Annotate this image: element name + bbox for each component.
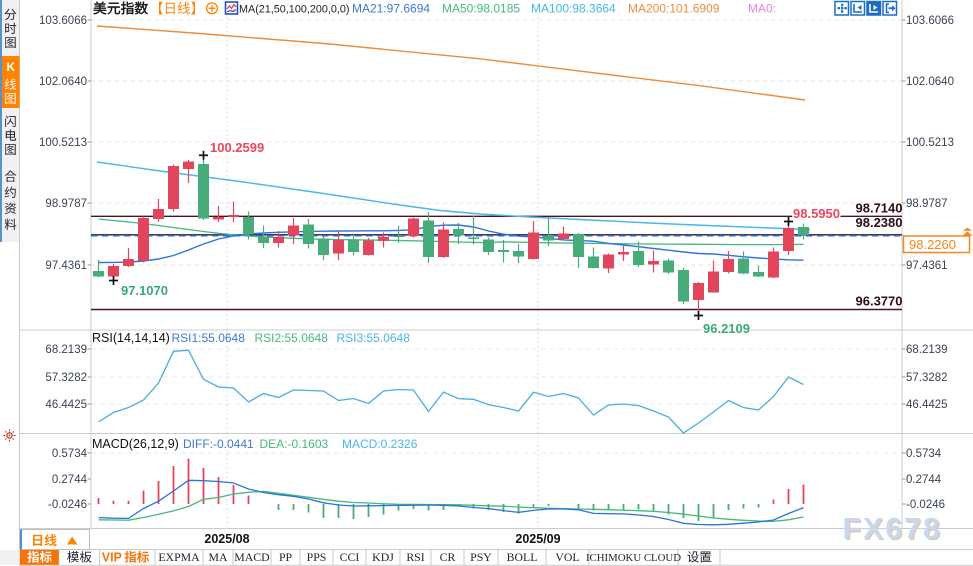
svg-text:-0.0246: -0.0246 <box>48 499 87 511</box>
svg-text:DEA:-0.1603: DEA:-0.1603 <box>260 437 329 451</box>
svg-text:57.3282: 57.3282 <box>45 372 87 384</box>
svg-text:100.5213: 100.5213 <box>906 137 954 149</box>
svg-text:97.4361: 97.4361 <box>45 260 87 272</box>
svg-text:-0.0246: -0.0246 <box>906 499 945 511</box>
svg-text:97.1070: 97.1070 <box>121 283 168 298</box>
svg-text:VOL: VOL <box>555 550 579 564</box>
svg-text:CR: CR <box>440 550 456 564</box>
svg-text:MA200:101.6909: MA200:101.6909 <box>628 2 720 16</box>
svg-text:103.6066: 103.6066 <box>39 15 87 27</box>
svg-text:FX678: FX678 <box>843 513 942 546</box>
svg-text:98.2380: 98.2380 <box>856 215 903 230</box>
svg-text:MACD: MACD <box>234 550 270 564</box>
svg-text:CCI: CCI <box>340 550 360 564</box>
svg-text:MA(21,50,100,200,0,0): MA(21,50,100,200,0,0) <box>239 3 349 15</box>
svg-text:MA0:: MA0: <box>748 2 776 16</box>
svg-text:PSY: PSY <box>470 550 492 564</box>
svg-text:46.4425: 46.4425 <box>906 399 948 411</box>
svg-text:MA100:98.3664: MA100:98.3664 <box>531 2 616 16</box>
svg-text:0.5734: 0.5734 <box>52 448 88 460</box>
svg-text:KDJ: KDJ <box>372 550 394 564</box>
svg-text:RSI2:55.0648: RSI2:55.0648 <box>255 331 329 345</box>
svg-text:RSI(14,14,14): RSI(14,14,14) <box>92 331 170 345</box>
svg-text:100.2599: 100.2599 <box>210 140 264 155</box>
svg-text:0.2744: 0.2744 <box>906 474 942 486</box>
svg-text:PPS: PPS <box>307 550 327 564</box>
svg-text:102.0640: 102.0640 <box>39 76 87 88</box>
svg-text:98.9787: 98.9787 <box>906 198 948 210</box>
svg-text:96.3770: 96.3770 <box>856 294 903 309</box>
svg-text:96.2109: 96.2109 <box>703 321 750 336</box>
svg-text:2025/09: 2025/09 <box>515 532 560 546</box>
svg-text:46.4425: 46.4425 <box>45 399 87 411</box>
svg-text:DIFF:-0.0441: DIFF:-0.0441 <box>183 437 254 451</box>
svg-text:0.2744: 0.2744 <box>52 474 88 486</box>
svg-text:100.5213: 100.5213 <box>39 137 87 149</box>
svg-text:K: K <box>7 60 16 74</box>
svg-text:0.5734: 0.5734 <box>906 448 942 460</box>
svg-text:RSI: RSI <box>406 550 424 564</box>
svg-text:MACD(26,12,9): MACD(26,12,9) <box>92 437 179 451</box>
svg-text:VIP: VIP <box>102 551 122 565</box>
svg-text:MA: MA <box>208 550 227 564</box>
svg-text:98.2260: 98.2260 <box>909 237 956 252</box>
svg-text:RSI3:55.0648: RSI3:55.0648 <box>337 331 411 345</box>
svg-text:2025/08: 2025/08 <box>204 532 249 546</box>
svg-text:MA50:98.0185: MA50:98.0185 <box>442 2 520 16</box>
svg-text:98.9787: 98.9787 <box>45 198 87 210</box>
svg-text:BOLL: BOLL <box>507 550 538 564</box>
svg-text:MA21:97.6694: MA21:97.6694 <box>352 2 430 16</box>
svg-text:98.5950: 98.5950 <box>793 206 840 221</box>
svg-text:98.7140: 98.7140 <box>856 201 903 216</box>
svg-text:68.2139: 68.2139 <box>45 344 87 356</box>
svg-text:PP: PP <box>279 550 293 564</box>
svg-text:103.6066: 103.6066 <box>906 15 954 27</box>
svg-text:RSI1:55.0648: RSI1:55.0648 <box>172 331 246 345</box>
svg-text:ICHIMOKU CLOUD: ICHIMOKU CLOUD <box>586 552 681 564</box>
svg-text:FX678: FX678 <box>844 514 943 547</box>
svg-text:97.4361: 97.4361 <box>906 260 948 272</box>
svg-text:102.0640: 102.0640 <box>906 76 954 88</box>
svg-text:EXPMA: EXPMA <box>158 550 200 564</box>
svg-text:57.3282: 57.3282 <box>906 372 948 384</box>
svg-text:MACD:0.2326: MACD:0.2326 <box>342 437 418 451</box>
svg-text:68.2139: 68.2139 <box>906 344 948 356</box>
